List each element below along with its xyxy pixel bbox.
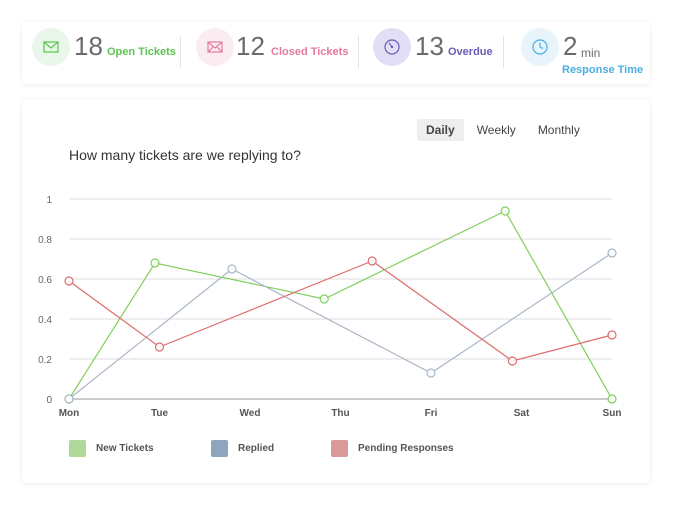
chart-card: Daily Weekly Monthly How many tickets ar…	[22, 100, 650, 483]
stat-open-tickets[interactable]: 18 Open Tickets	[32, 22, 182, 84]
stat-value: 12	[236, 31, 265, 61]
stat-value: 2	[563, 31, 578, 61]
speedometer-icon	[373, 28, 411, 66]
data-point	[64, 276, 74, 286]
tab-weekly[interactable]: Weekly	[476, 123, 516, 137]
stats-card: 18 Open Tickets 12 Closed Tickets 13 Ove…	[22, 22, 650, 84]
x-tick-label: Tue	[151, 408, 168, 419]
x-tick-label: Thu	[331, 408, 349, 419]
legend-swatch	[331, 440, 348, 457]
legend-swatch	[211, 440, 228, 457]
data-point	[154, 342, 165, 352]
data-point	[500, 206, 510, 216]
clock-icon	[521, 28, 559, 66]
stat-overdue[interactable]: 13 Overdue	[373, 22, 503, 84]
series-line	[68, 252, 613, 400]
x-tick-label: Mon	[59, 408, 80, 419]
stat-label: Open Tickets	[107, 46, 176, 58]
tab-daily[interactable]: Daily	[417, 119, 464, 141]
divider	[358, 36, 359, 68]
data-point	[150, 258, 160, 268]
chart-title: How many tickets are we replying to?	[69, 147, 301, 163]
data-point	[227, 264, 237, 274]
x-tick-label: Sat	[514, 408, 530, 419]
x-tick-label: Wed	[240, 408, 261, 419]
x-tick-label: Sun	[603, 408, 622, 419]
data-point	[607, 248, 617, 258]
stat-label: Response Time	[562, 64, 644, 76]
y-tick-label: 0.6	[38, 275, 52, 286]
envelope-icon	[196, 28, 234, 66]
legend-label: New Tickets	[96, 443, 154, 454]
stat-label: Overdue	[448, 46, 493, 58]
stat-unit: min	[581, 46, 601, 60]
y-tick-label: 0	[46, 395, 52, 406]
data-point	[607, 330, 617, 340]
period-tabs: Daily Weekly Monthly	[417, 119, 593, 141]
legend-item[interactable]: New Tickets	[69, 440, 154, 457]
legend-item[interactable]: Pending Responses	[331, 440, 454, 457]
stat-value: 13	[415, 31, 444, 61]
stat-value: 18	[74, 31, 103, 61]
legend-label: Replied	[238, 443, 275, 454]
legend-label: Pending Responses	[358, 443, 454, 454]
legend-item[interactable]: Replied	[211, 440, 274, 457]
line-chart: 0 0.2 0.4 0.6 0.8 1 Mon Tue Wed Thu Fri Sat Sun	[38, 195, 622, 419]
envelope-open-icon	[32, 28, 70, 66]
stat-label: Closed Tickets	[271, 46, 349, 58]
data-point	[367, 256, 377, 266]
data-point	[426, 368, 436, 378]
legend-swatch	[69, 440, 86, 457]
y-tick-label: 0.2	[38, 355, 52, 366]
data-point	[64, 394, 74, 404]
divider	[180, 36, 181, 68]
y-tick-label: 1	[46, 195, 52, 206]
y-tick-label: 0.8	[38, 235, 52, 246]
y-tick-label: 0.4	[38, 315, 52, 326]
x-tick-label: Fri	[425, 408, 438, 419]
tab-monthly[interactable]: Monthly	[537, 123, 580, 137]
series-line	[68, 260, 613, 362]
data-point	[607, 394, 617, 404]
stat-closed-tickets[interactable]: 12 Closed Tickets	[196, 22, 356, 84]
divider	[503, 36, 504, 68]
stat-response-time[interactable]: 2 min Response Time	[521, 22, 646, 84]
data-point	[319, 294, 329, 304]
data-point	[507, 356, 518, 366]
